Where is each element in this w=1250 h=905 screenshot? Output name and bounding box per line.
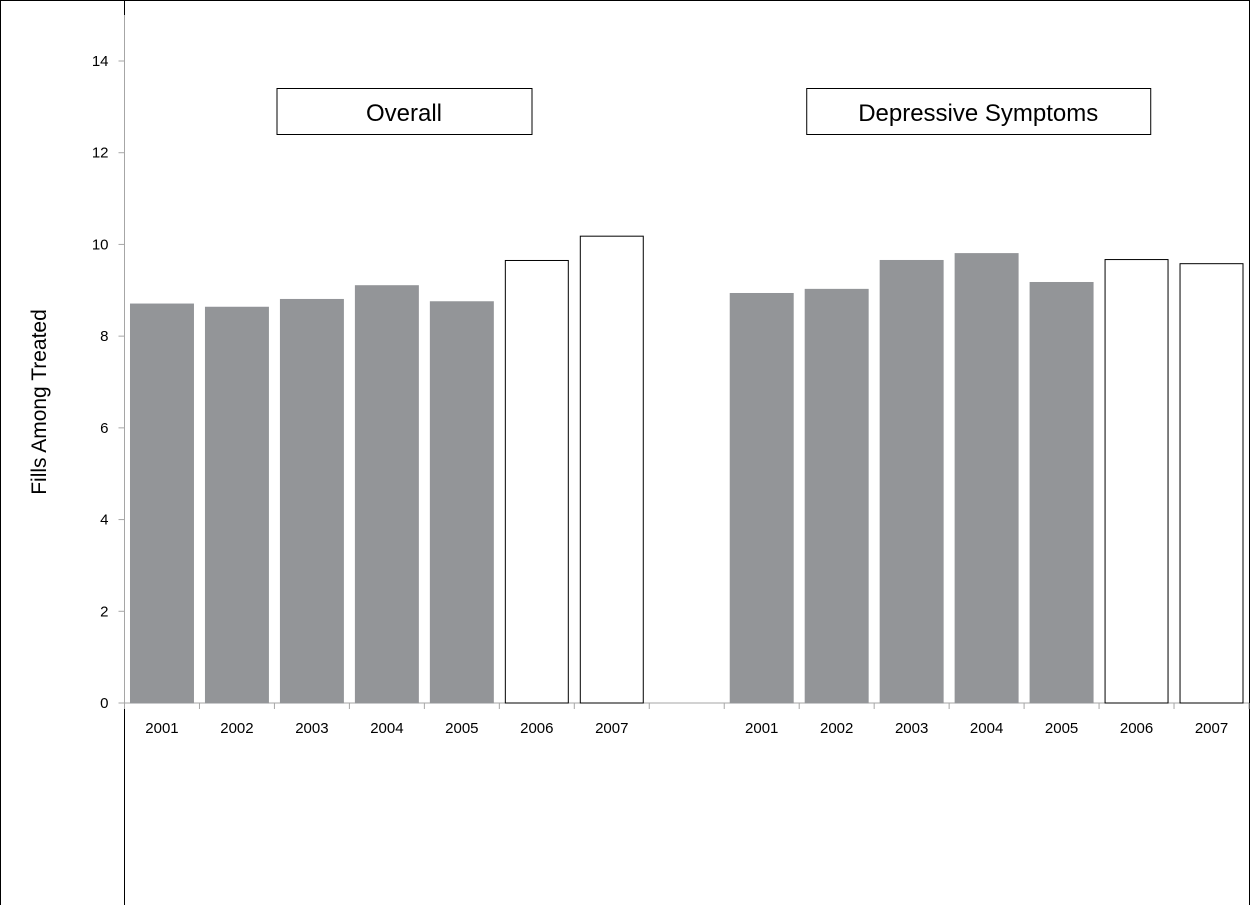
y-tick-label: 10 [92, 236, 109, 253]
y-tick-label: 2 [100, 603, 108, 620]
y-tick-label: 4 [100, 512, 108, 529]
y-tick-label: 8 [100, 328, 108, 345]
x-tick-label: 2002 [820, 720, 853, 737]
x-tick-label: 2006 [520, 720, 553, 737]
x-tick-label: 2004 [970, 720, 1003, 737]
bar-overall-2004 [354, 285, 419, 704]
bar-depressive-symptoms-2004 [954, 253, 1019, 704]
y-axis-label: Fills Among Treated [28, 309, 51, 495]
panel-label: Depressive Symptoms [858, 100, 1098, 127]
bar-overall-2001 [129, 303, 194, 704]
chart-top-border [0, 0, 1250, 1]
x-tick-label: 2001 [145, 720, 178, 737]
x-tick-label: 2005 [445, 720, 478, 737]
panel-label: Overall [366, 100, 442, 127]
x-tick-label: 2007 [1195, 720, 1228, 737]
panel-label-box [276, 88, 533, 135]
panel-labels: Overall Depressive Symptoms [276, 88, 1152, 135]
x-tick-label: 2005 [1045, 720, 1078, 737]
x-tick-label: 2004 [370, 720, 403, 737]
x-tick-label: 2003 [895, 720, 928, 737]
x-tick-label: 2007 [595, 720, 628, 737]
x-tick-label: 2006 [1120, 720, 1153, 737]
bar-overall-2006 [504, 259, 569, 704]
panel-label-box [806, 88, 1152, 135]
bar-depressive-symptoms-2003 [879, 259, 944, 704]
bars [129, 235, 1244, 704]
bar-overall-2005 [429, 301, 494, 704]
bar-depressive-symptoms-2001 [729, 292, 794, 704]
x-tick-label: 2001 [745, 720, 778, 737]
bar-overall-2003 [279, 298, 344, 704]
y-tick-label: 6 [100, 420, 108, 437]
x-tick-label: 2003 [295, 720, 328, 737]
x-axis: 2001 2002 2003 2004 2005 2006 2007 2001 2002 2003… [124, 702, 1250, 737]
bar-overall-2002 [204, 306, 269, 704]
x-tick-label: 2002 [220, 720, 253, 737]
chart-left-border [0, 0, 1, 905]
bar-depressive-symptoms-2002 [804, 288, 869, 704]
y-tick-label: 14 [92, 53, 109, 70]
bar-overall-2007 [579, 235, 644, 704]
bar-depressive-symptoms-2006 [1104, 259, 1169, 704]
y-axis: 0 2 4 6 8 10 12 14 [92, 15, 125, 712]
bar-depressive-symptoms-2005 [1029, 281, 1094, 704]
y-tick-label: 0 [100, 695, 108, 712]
bar-depressive-symptoms-2007 [1179, 263, 1244, 704]
y-tick-label: 12 [92, 145, 109, 162]
